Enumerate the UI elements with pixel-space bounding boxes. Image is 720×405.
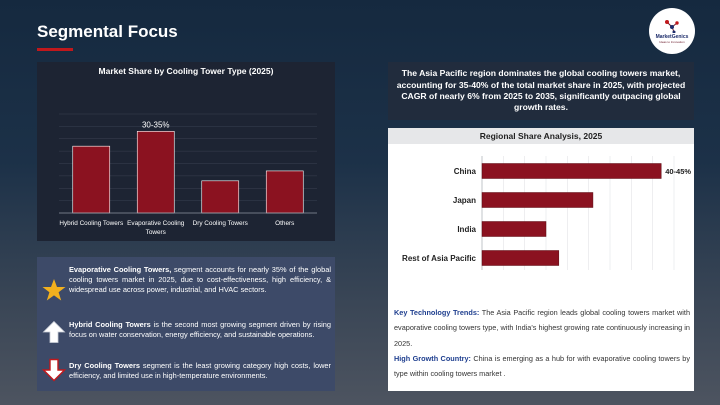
bar-others — [265, 170, 304, 214]
tick-label-evaporative-cooling-towers: Evaporative Cooling — [127, 220, 185, 227]
type-bar-chart: Hybrid Cooling Towers 30-35% Evaporative C… — [59, 113, 317, 236]
growth-country-text: China is emerging as a hub for with evap… — [394, 353, 690, 379]
logo-tagline: Ideas to Innovation — [659, 39, 685, 44]
data-label-china: 40-45% — [665, 167, 691, 176]
bar-hybrid-cooling-towers — [72, 145, 111, 214]
regional-chart-title: Regional Share Analysis, 2025 — [388, 128, 694, 144]
regional-bar-chart: China 40-45% Japan India Rest of Asia Pacifi… — [402, 156, 691, 270]
tick-label-india: India — [457, 225, 476, 234]
key-trends-label: Key Technology Trends: — [394, 308, 480, 317]
bar-india — [481, 221, 547, 237]
bar-japan — [481, 192, 594, 208]
tick-label-evaporative-cooling-towers: Towers — [146, 229, 166, 236]
segment-desc: segment accounts for nearly 35% of the g… — [69, 265, 331, 295]
type-chart-panel: Market Share by Cooling Tower Type (2025… — [37, 62, 335, 241]
tick-label-china: China — [454, 167, 477, 176]
arrow-up-icon — [42, 320, 66, 343]
key-trends-text: The Asia Pacific region leads global coo… — [394, 308, 691, 348]
segments-panel: Evaporative Cooling Towers, segment acco… — [37, 257, 335, 391]
type-chart-title: Market Share by Cooling Tower Type (2025… — [98, 66, 274, 76]
tick-label-japan: Japan — [453, 196, 476, 205]
segment-bold: Hybrid Cooling Towers — [69, 320, 151, 329]
tick-label-dry-cooling-towers: Dry Cooling Towers — [193, 220, 248, 227]
growth-country-label: High Growth Country: — [394, 353, 471, 363]
segment-desc: is the second most growing segment drive… — [69, 320, 332, 340]
regional-panel: China 40-45% Japan India Rest of Asia Pacifi… — [388, 128, 694, 391]
tick-label-others: Others — [275, 220, 294, 227]
insight-box: The Asia Pacific region dominates the gl… — [388, 62, 694, 120]
tick-label-hybrid-cooling-towers: Hybrid Cooling Towers — [59, 220, 123, 227]
bar-dry-cooling-towers — [201, 180, 240, 214]
bar-china — [481, 163, 662, 179]
logo-name: MarketGenics — [655, 33, 689, 40]
tick-label-rest-of-asia-pacific: Rest of Asia Pacific — [402, 254, 477, 263]
network-logo-icon — [665, 19, 679, 33]
segment-bold: Evaporative Cooling Towers, — [69, 265, 172, 274]
data-label-evaporative-cooling-towers: 30-35% — [142, 120, 170, 129]
title-underline — [37, 48, 73, 51]
bar-evaporative-cooling-towers — [136, 131, 175, 214]
trends-text: Key Technology Trends: The Asia Pacific … — [394, 305, 690, 381]
segment-bold: Dry Cooling Towers — [69, 361, 140, 370]
star-icon — [42, 279, 66, 301]
segment-text-hybrid: Hybrid Cooling Towers is the second most… — [69, 320, 331, 340]
segment-text-dry: Dry Cooling Towers segment is the least … — [69, 361, 331, 381]
bar-rest-of-asia-pacific — [481, 250, 560, 266]
arrow-down-icon — [42, 358, 66, 382]
segment-desc: segment is the least growing category hi… — [69, 361, 331, 381]
page-title: Segmental Focus — [37, 22, 178, 41]
company-logo: MarketGenics Ideas to Innovation — [649, 8, 695, 54]
segment-text-evaporative: Evaporative Cooling Towers, segment acco… — [69, 265, 331, 296]
